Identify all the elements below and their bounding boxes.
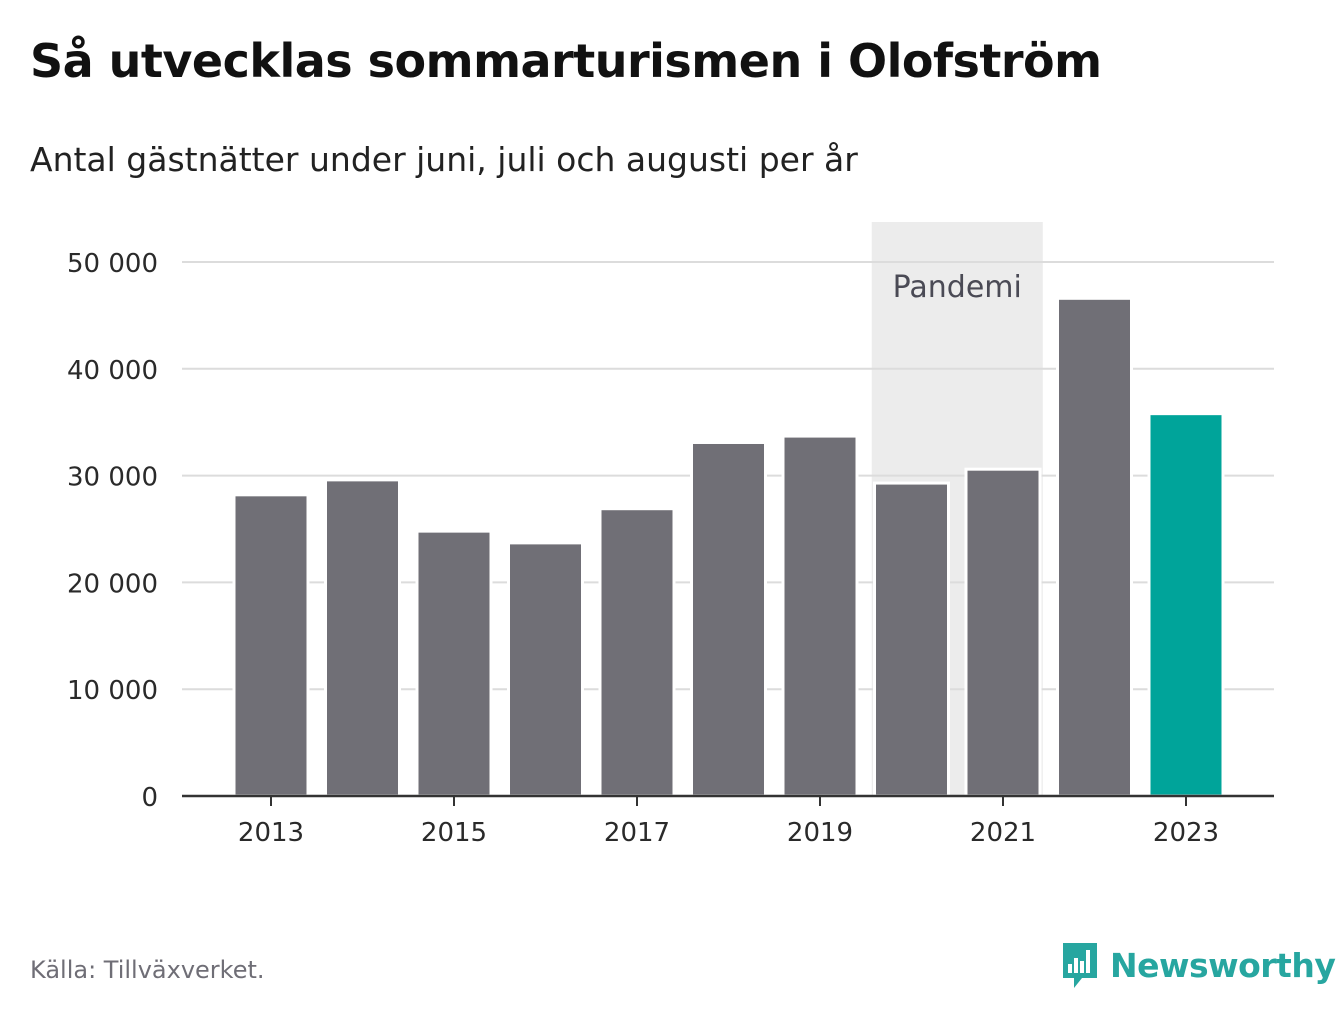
chart-title: Så utvecklas sommarturismen i Olofström	[30, 34, 1102, 88]
y-tick-label: 40 000	[67, 356, 158, 386]
y-tick-label: 10 000	[67, 676, 158, 706]
x-tick-label: 2023	[1153, 818, 1219, 848]
bar-2017	[598, 507, 676, 798]
y-tick-label: 20 000	[67, 569, 158, 599]
brand-name: Newsworthy	[1110, 945, 1336, 985]
y-tick-label: 0	[141, 783, 158, 813]
bar-chart-speech-bubble-icon	[1063, 943, 1097, 988]
bar-2023	[1147, 412, 1225, 798]
brand-logo: Newsworthy	[1060, 940, 1336, 990]
bars	[232, 296, 1225, 798]
bar-2013	[232, 493, 310, 798]
chart-subtitle: Antal gästnätter under juni, juli och au…	[30, 140, 858, 179]
x-tick-label: 2019	[787, 818, 853, 848]
axes: 0 10 000 20 000 30 000 40 000 50 000 2013 2015 2…	[67, 249, 1274, 848]
x-tick-label: 2017	[604, 818, 670, 848]
y-tick-label: 30 000	[67, 463, 158, 493]
y-tick-label: 50 000	[67, 249, 158, 279]
bar-2022	[1056, 296, 1133, 798]
x-tick-label: 2013	[238, 818, 304, 848]
bar-chart: Pandemi 0 10 000 20 000 30 000 40 000 50 000 2…	[67, 222, 1274, 848]
bar-2015	[415, 529, 493, 798]
x-tick-label: 2015	[421, 818, 487, 848]
bar-2020	[873, 481, 950, 798]
bar-2016	[507, 541, 584, 798]
bar-2019	[781, 434, 859, 798]
source-note: Källa: Tillväxverket.	[30, 956, 265, 984]
bar-2021	[964, 467, 1042, 798]
x-tick-label: 2021	[970, 818, 1036, 848]
pandemic-label: Pandemi	[893, 270, 1022, 305]
bar-2018	[690, 440, 767, 798]
bar-2014	[324, 478, 401, 798]
